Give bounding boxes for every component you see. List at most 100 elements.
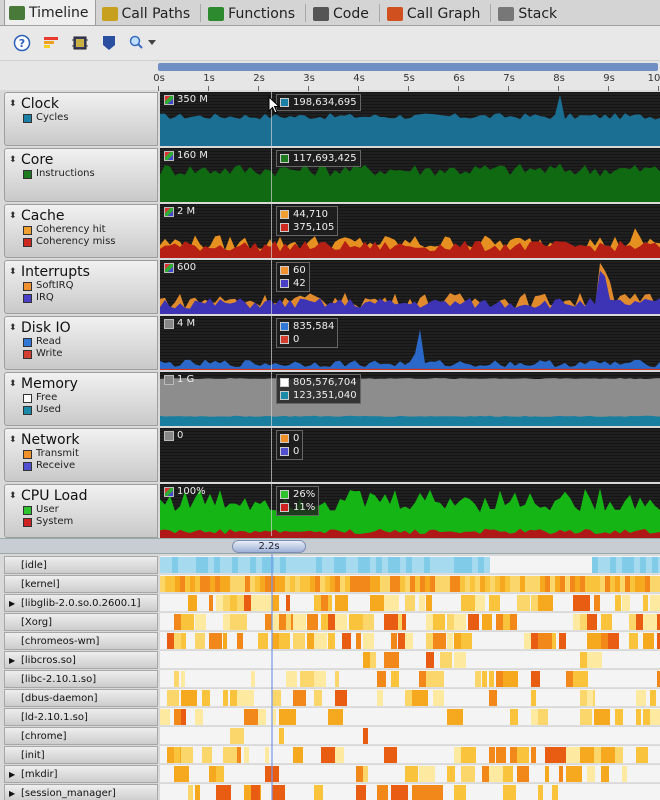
process-activity-lane[interactable] [160, 613, 660, 631]
process-label[interactable]: [libc-2.10.1.so] [4, 670, 158, 688]
process-activity-lane[interactable] [160, 746, 660, 764]
process-row[interactable]: [libc-2.10.1.so] [4, 670, 660, 689]
tab-functions[interactable]: Functions [203, 1, 302, 25]
process-row[interactable]: [chromeos-wm] [4, 632, 660, 651]
process-row[interactable]: [idle] [4, 556, 660, 575]
process-label[interactable]: [dbus-daemon] [4, 689, 158, 707]
tab-timeline[interactable]: Timeline [4, 0, 96, 25]
process-activity-lane[interactable] [160, 727, 660, 745]
tab-stack[interactable]: Stack [493, 1, 564, 25]
tab-code[interactable]: Code [308, 1, 376, 25]
process-label[interactable]: [idle] [4, 556, 158, 574]
track-graph[interactable]: 1 G 805,576,704 123,351,040 [160, 372, 660, 426]
legend-item[interactable]: Receive [9, 460, 153, 472]
track-label[interactable]: ⬍ Clock Cycles [4, 92, 158, 146]
activity-segment [398, 633, 405, 649]
process-label[interactable]: [chromeos-wm] [4, 632, 158, 650]
time-ruler[interactable]: 0s 1s 2s 3s 4s 5s 6s 7s 8s 9s 10 [0, 60, 660, 91]
expand-arrow-icon[interactable]: ▶ [9, 655, 16, 665]
process-activity-lane[interactable] [160, 689, 660, 707]
legend-item[interactable]: Transmit [9, 448, 153, 460]
expand-arrow-icon[interactable]: ▶ [9, 769, 16, 779]
process-label[interactable]: ▶ [libglib-2.0.so.0.2600.1] [4, 594, 158, 612]
track-label[interactable]: ⬍ CPU Load User System [4, 484, 158, 538]
help-icon[interactable]: ? [12, 33, 32, 53]
process-label[interactable]: [ld-2.10.1.so] [4, 708, 158, 726]
expand-arrow-icon[interactable]: ▶ [9, 598, 16, 608]
process-row[interactable]: [ld-2.10.1.so] [4, 708, 660, 727]
process-label[interactable]: ▶ [libcros.so] [4, 651, 158, 669]
track-label[interactable]: ⬍ Memory Free Used [4, 372, 158, 426]
track-label[interactable]: ⬍ Disk IO Read Write [4, 316, 158, 370]
process-row[interactable]: [init] [4, 746, 660, 765]
zoom-icon[interactable] [128, 33, 158, 53]
track-graph[interactable]: 600 60 42 [160, 260, 660, 314]
legend-item[interactable]: System [9, 516, 153, 528]
legend-item[interactable]: Cycles [9, 112, 153, 124]
splitter-handle[interactable]: 2.2s [232, 540, 306, 553]
legend-item[interactable]: User [9, 504, 153, 516]
process-label[interactable]: ▶ [session_manager] [4, 784, 158, 800]
process-activity-lane[interactable] [160, 708, 660, 726]
process-activity-lane[interactable] [160, 575, 660, 593]
activity-segment [559, 766, 563, 782]
process-activity-lane[interactable] [160, 670, 660, 688]
marker-icon[interactable] [99, 33, 119, 53]
process-row[interactable]: [kernel] [4, 575, 660, 594]
legend-item[interactable]: IRQ [9, 292, 153, 304]
resize-handle-icon[interactable]: ⬍ [9, 323, 17, 333]
resize-handle-icon[interactable]: ⬍ [9, 99, 17, 109]
process-label[interactable]: [Xorg] [4, 613, 158, 631]
process-row[interactable]: ▶ [session_manager] [4, 784, 660, 800]
legend-item[interactable]: Read [9, 336, 153, 348]
legend-item[interactable]: Free [9, 392, 153, 404]
time-selection-strip[interactable] [158, 63, 658, 71]
process-label[interactable]: ▶ [mkdir] [4, 765, 158, 783]
process-label[interactable]: [init] [4, 746, 158, 764]
track-label[interactable]: ⬍ Network Transmit Receive [4, 428, 158, 482]
legend-item[interactable]: SoftIRQ [9, 280, 153, 292]
legend-item[interactable]: Instructions [9, 168, 153, 180]
process-row[interactable]: [Xorg] [4, 613, 660, 632]
process-label[interactable]: [chrome] [4, 727, 158, 745]
process-row[interactable]: ▶ [libcros.so] [4, 651, 660, 670]
track-graph[interactable]: 4 M 835,584 0 [160, 316, 660, 370]
process-activity-lane[interactable] [160, 784, 660, 800]
legend-item[interactable]: Used [9, 404, 153, 416]
tab-call-paths[interactable]: Call Paths [97, 1, 198, 25]
tab-call-graph[interactable]: Call Graph [382, 1, 488, 25]
track-label[interactable]: ⬍ Interrupts SoftIRQ IRQ [4, 260, 158, 314]
resize-handle-icon[interactable]: ⬍ [9, 435, 17, 445]
resize-handle-icon[interactable]: ⬍ [9, 211, 17, 221]
track-graph[interactable]: 160 M 117,693,425 [160, 148, 660, 202]
process-row[interactable]: [dbus-daemon] [4, 689, 660, 708]
legend-item[interactable]: Write [9, 348, 153, 360]
track-label[interactable]: ⬍ Core Instructions [4, 148, 158, 202]
process-activity-lane[interactable] [160, 765, 660, 783]
value-row: 42 [280, 277, 306, 290]
pane-splitter[interactable]: 2.2s [0, 538, 660, 554]
activity-segment [419, 595, 425, 611]
track-graph[interactable]: 2 M 44,710 375,105 [160, 204, 660, 258]
process-activity-lane[interactable] [160, 651, 660, 669]
legend-item[interactable]: Coherency hit [9, 224, 153, 236]
legend-item[interactable]: Coherency miss [9, 236, 153, 248]
process-row[interactable]: [chrome] [4, 727, 660, 746]
process-label[interactable]: [kernel] [4, 575, 158, 593]
process-activity-lane[interactable] [160, 556, 660, 574]
resize-handle-icon[interactable]: ⬍ [9, 379, 17, 389]
chip-icon[interactable] [70, 33, 90, 53]
process-row[interactable]: ▶ [libglib-2.0.so.0.2600.1] [4, 594, 660, 613]
process-activity-lane[interactable] [160, 632, 660, 650]
track-label[interactable]: ⬍ Cache Coherency hit Coherency miss [4, 204, 158, 258]
resize-handle-icon[interactable]: ⬍ [9, 155, 17, 165]
flame-icon[interactable] [41, 33, 61, 53]
resize-handle-icon[interactable]: ⬍ [9, 491, 17, 501]
process-row[interactable]: ▶ [mkdir] [4, 765, 660, 784]
process-activity-lane[interactable] [160, 594, 660, 612]
resize-handle-icon[interactable]: ⬍ [9, 267, 17, 277]
expand-arrow-icon[interactable]: ▶ [9, 788, 16, 798]
track-graph[interactable]: 350 M 198,634,695 [160, 92, 660, 146]
track-graph[interactable]: 100% 26% 11% [160, 484, 660, 538]
